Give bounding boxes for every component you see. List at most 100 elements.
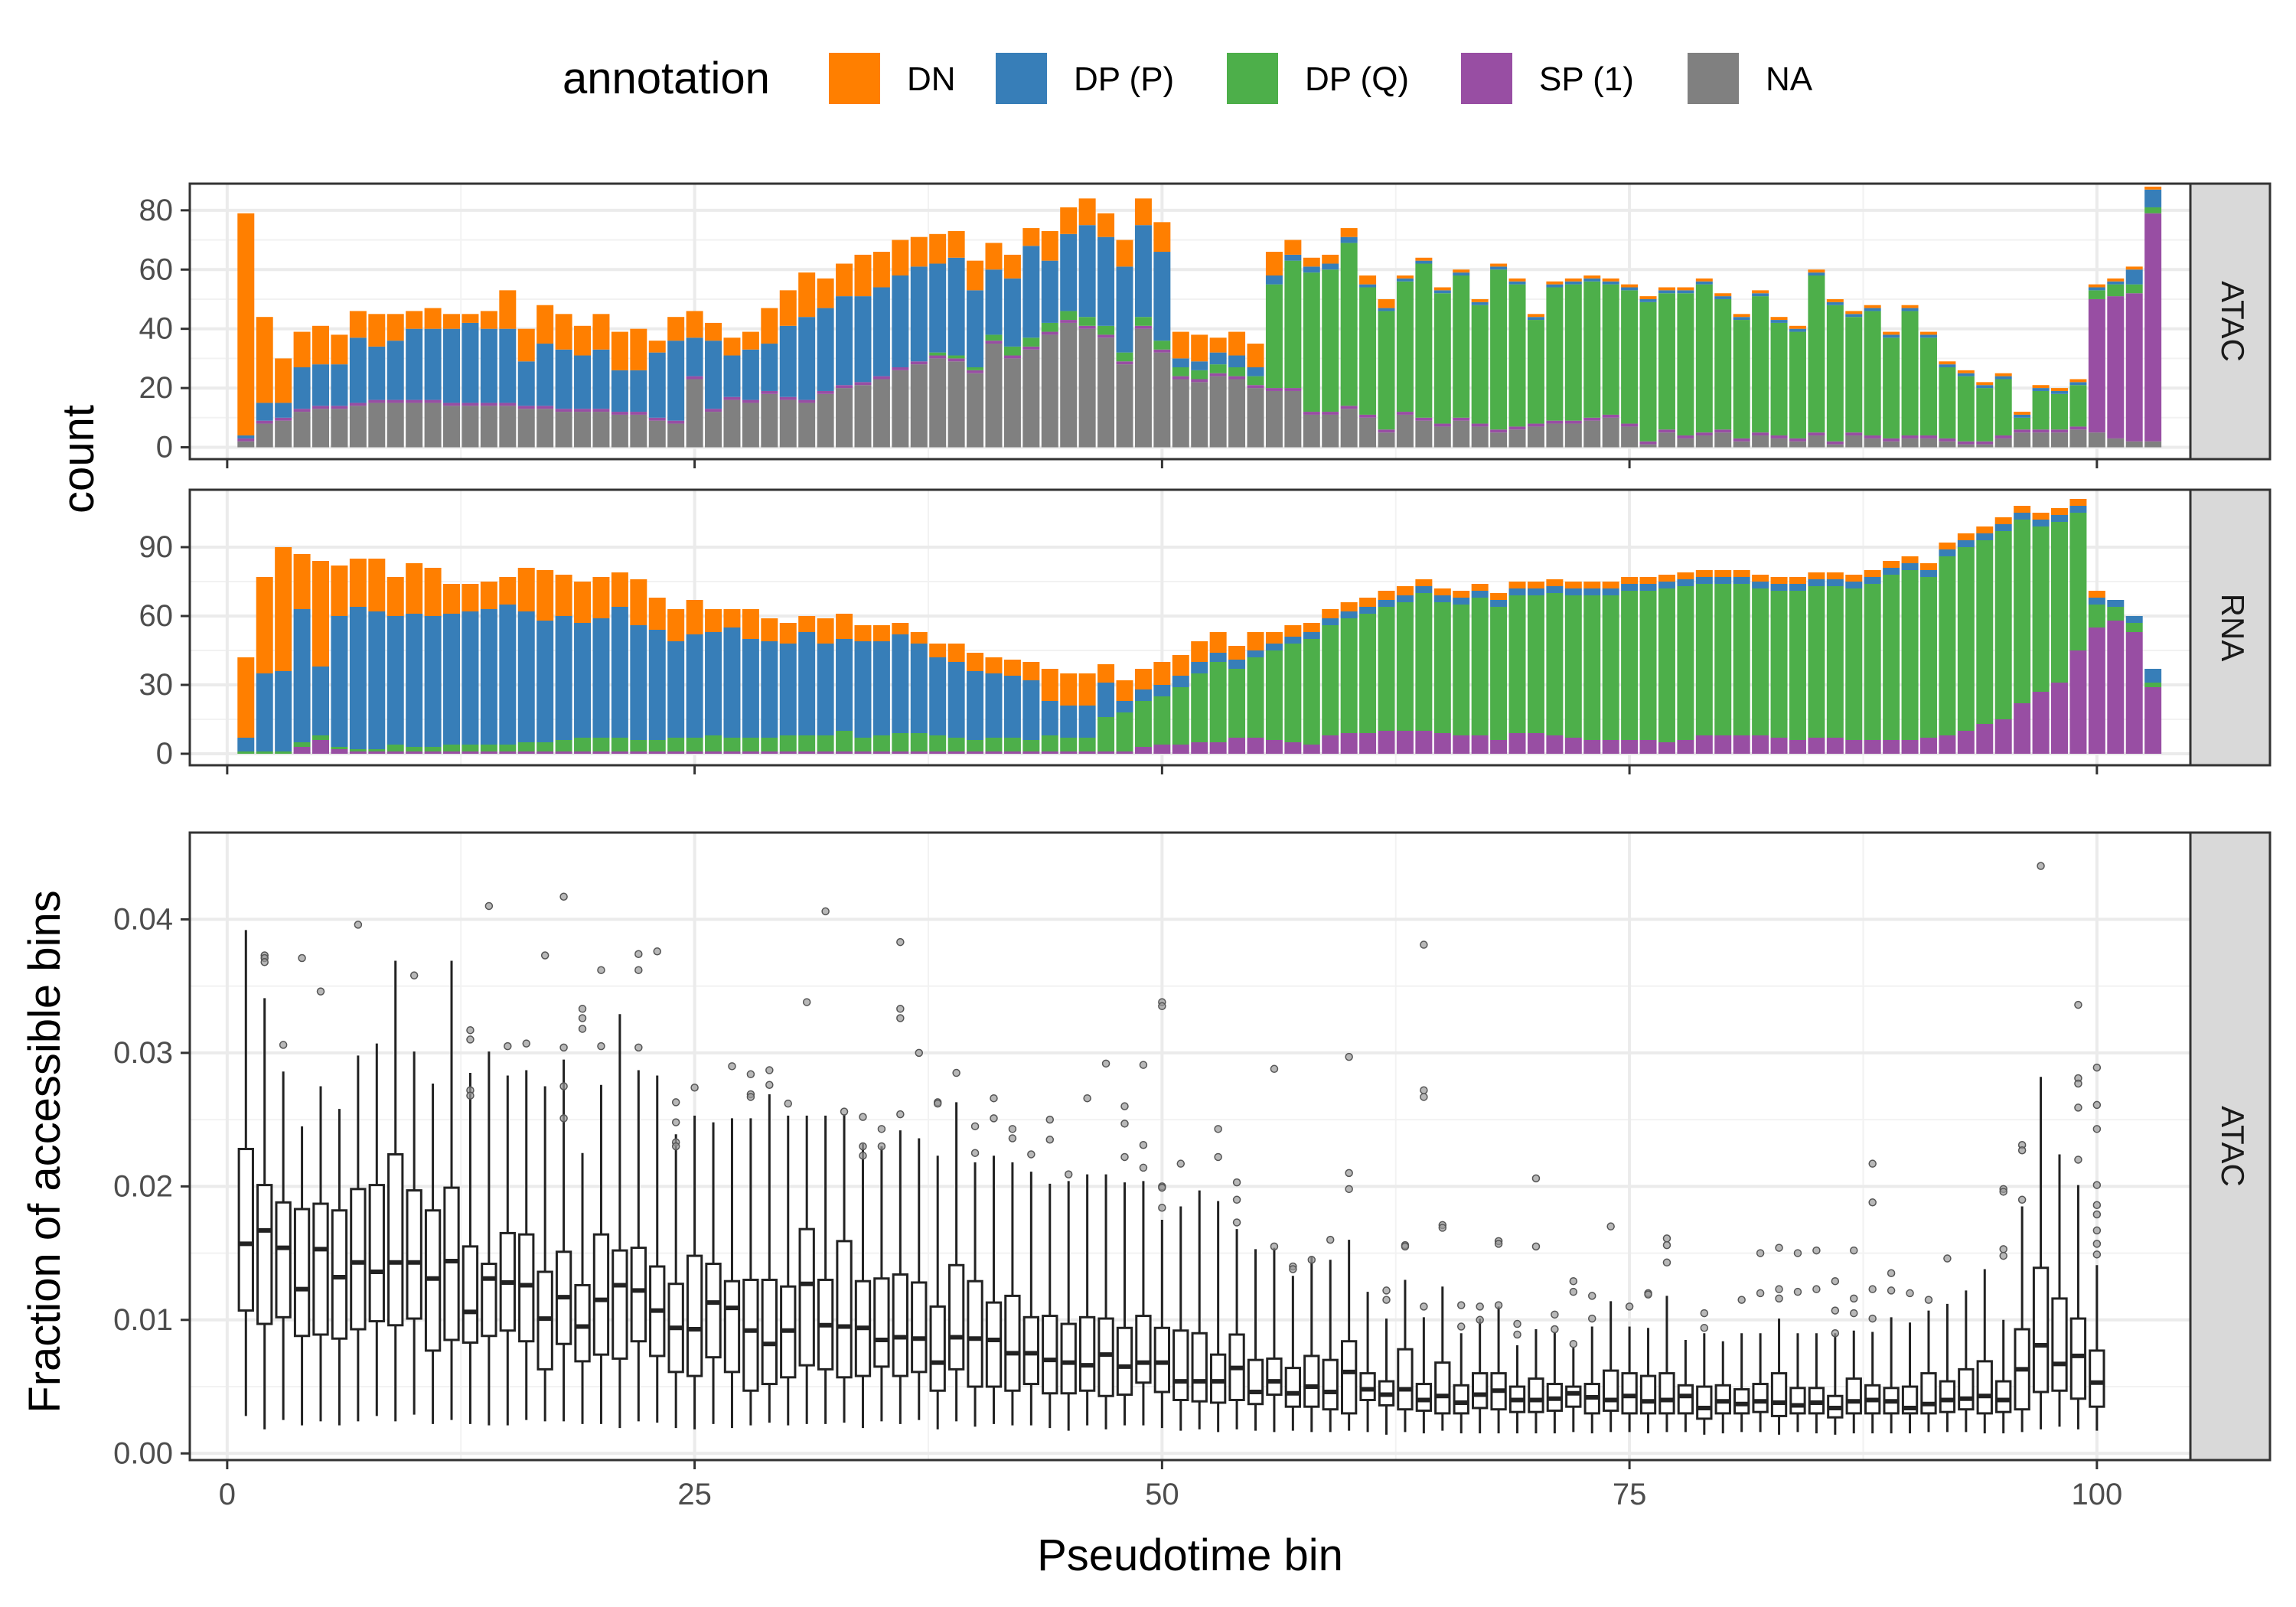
- bar-segment-dpp: [2107, 281, 2125, 285]
- bar-segment-dn: [275, 547, 292, 671]
- outlier-point: [2017, 1146, 2027, 1155]
- panel-background: [190, 833, 2190, 1460]
- bar-segment-dpp: [1752, 293, 1769, 297]
- bar-segment-sp1: [349, 751, 367, 754]
- bar-segment-na: [1490, 432, 1508, 448]
- bar-segment-sp1: [1695, 432, 1713, 436]
- bar-segment-na: [312, 409, 330, 448]
- outlier-point: [578, 1025, 587, 1033]
- box-body: [967, 1279, 983, 1388]
- bar-segment-dpp: [630, 625, 647, 740]
- bar-segment-dpq: [1939, 367, 1956, 438]
- box-body: [612, 1249, 628, 1360]
- box-body: [630, 1247, 647, 1343]
- bar-segment-dpp: [1695, 577, 1713, 584]
- bar-segment-dpp: [1695, 281, 1713, 285]
- bar-segment-na: [1508, 429, 1526, 448]
- bar-segment-sp1: [1677, 435, 1694, 438]
- bar-segment-dpq: [761, 738, 778, 751]
- bar-segment-sp1: [1564, 420, 1582, 424]
- outlier-point: [1232, 1195, 1241, 1204]
- bar-segment-na: [592, 412, 610, 448]
- bar-segment-sp1: [1919, 738, 1937, 754]
- bar-segment-sp1: [1284, 742, 1302, 754]
- box-body: [1789, 1387, 1806, 1415]
- bar-segment-sp1: [1976, 724, 1994, 754]
- bar-segment-sp1: [1209, 373, 1227, 376]
- bar-segment-dpp: [1471, 302, 1489, 305]
- bar-segment-sp1: [1172, 745, 1189, 754]
- bar-segment-na: [779, 399, 797, 448]
- outlier-point: [1551, 1310, 1559, 1319]
- bar-segment-na: [1396, 414, 1414, 448]
- bar-segment-dpp: [1396, 595, 1414, 602]
- bar-segment-sp1: [1022, 751, 1040, 754]
- outlier-point: [1737, 1296, 1746, 1304]
- bar-segment-dpq: [817, 735, 834, 751]
- bar-segment-dn: [1116, 680, 1133, 701]
- outlier-point: [746, 1070, 755, 1079]
- outlier-point: [970, 1149, 980, 1157]
- bar-segment-sp1: [406, 751, 423, 754]
- bar-segment-dn: [910, 236, 928, 267]
- bar-segment-dpp: [1247, 367, 1264, 376]
- bar-segment-dpp: [705, 632, 722, 735]
- bar-segment-dpp: [761, 344, 778, 391]
- bar-segment-sp1: [1508, 426, 1526, 430]
- bar-segment-sp1: [1994, 719, 2012, 754]
- outlier-point: [859, 1142, 867, 1151]
- bar-segment-dn: [368, 314, 386, 347]
- bar-segment-dpq: [686, 738, 703, 751]
- outlier-point: [1382, 1296, 1391, 1304]
- bar-segment-dn: [648, 341, 666, 353]
- bar-segment-dpp: [1116, 701, 1133, 712]
- bar-segment-dpp: [742, 639, 759, 738]
- outlier-point: [840, 1107, 849, 1116]
- bar-segment-dn: [985, 243, 1003, 270]
- bar-segment-dn: [1378, 298, 1395, 308]
- bar-segment-sp1: [1060, 320, 1078, 323]
- box-body: [1658, 1372, 1675, 1415]
- bar-segment-dpp: [1153, 685, 1171, 696]
- bar-segment-dpp: [779, 325, 797, 397]
- bar-segment-dpp: [536, 621, 554, 742]
- bar-segment-dpp: [1621, 584, 1639, 591]
- bar-segment-na: [910, 364, 928, 448]
- bar-segment-sp1: [779, 396, 797, 400]
- legend-label-sp1: SP (1): [1539, 60, 1634, 98]
- outlier-point: [578, 1005, 587, 1013]
- outlier-point: [1812, 1285, 1821, 1293]
- outlier-point: [1214, 1152, 1222, 1162]
- bar-segment-na: [443, 406, 461, 448]
- bar-segment-dpq: [1919, 337, 1937, 436]
- bar-segment-dn: [2069, 499, 2087, 506]
- bar-segment-dpp: [592, 618, 610, 738]
- box-body: [1415, 1383, 1433, 1412]
- bar-segment-dpp: [461, 322, 479, 403]
- bar-segment-sp1: [836, 751, 853, 754]
- bar-segment-dn: [1621, 577, 1639, 584]
- bar-segment-sp1: [967, 751, 984, 754]
- bar-segment-sp1: [1433, 423, 1451, 427]
- bar-segment-dpq: [742, 738, 759, 751]
- box-body: [1153, 1326, 1171, 1393]
- bar-segment-dpp: [1546, 284, 1564, 288]
- strip-label-atac-bottom: ATAC: [2215, 1106, 2251, 1187]
- bar-segment-dn: [1826, 572, 1844, 579]
- box-body: [331, 1209, 348, 1340]
- bar-segment-dn: [1583, 275, 1601, 279]
- bar-segment-dn: [517, 328, 535, 362]
- bar-segment-dpp: [1733, 577, 1750, 584]
- bar-segment-dpp: [1209, 653, 1227, 662]
- bar-segment-na: [892, 370, 909, 448]
- bar-segment-na: [761, 393, 778, 448]
- bar-segment-na: [1209, 376, 1227, 448]
- outlier-point: [559, 892, 568, 901]
- bar-segment-dn: [1433, 287, 1451, 291]
- bar-segment-dpp: [1191, 662, 1208, 673]
- box-body: [1976, 1360, 1993, 1415]
- bar-segment-dpq: [2069, 385, 2087, 427]
- outlier-point: [1139, 1163, 1148, 1172]
- bar-segment-dpp: [1939, 549, 1956, 556]
- outlier-point: [1456, 1322, 1466, 1331]
